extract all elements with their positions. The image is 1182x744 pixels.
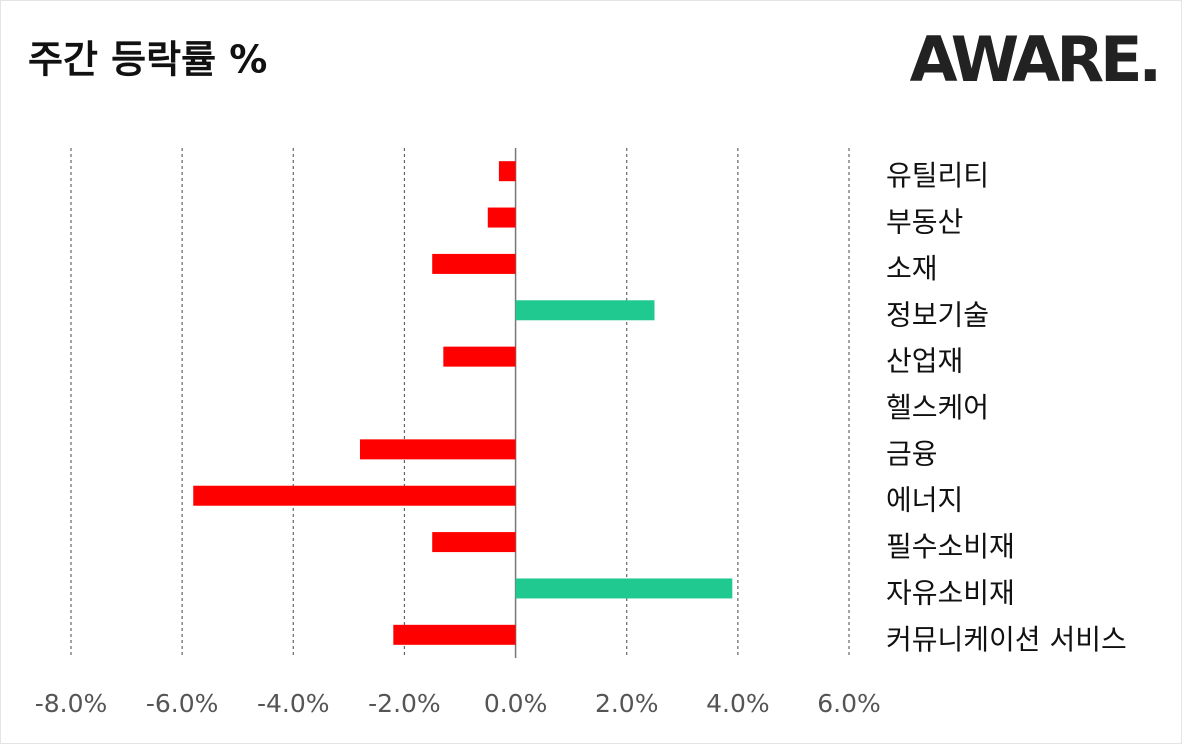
x-tick-label: -8.0%	[35, 689, 108, 718]
category-label: 필수소비재	[886, 530, 1015, 563]
x-tick-label: -6.0%	[146, 689, 219, 718]
x-tick-label: 4.0%	[706, 689, 770, 718]
bar	[193, 485, 516, 506]
bar	[487, 207, 516, 228]
category-label: 커뮤니케이션 서비스	[886, 623, 1127, 656]
bar	[515, 578, 733, 599]
category-label: 금융	[886, 437, 938, 470]
bar	[498, 161, 516, 182]
x-tick-label: -2.0%	[368, 689, 441, 718]
bar	[432, 253, 516, 274]
category-label: 부동산	[886, 206, 963, 239]
category-label: 유틸리티	[886, 159, 989, 192]
category-label: 정보기술	[886, 298, 989, 331]
logo: AWARE.	[910, 23, 1158, 96]
x-tick-label: 2.0%	[595, 689, 659, 718]
category-label: 에너지	[886, 484, 963, 517]
chart-title: 주간 등락률 %	[28, 38, 267, 82]
x-tick-label: 0.0%	[484, 689, 548, 718]
bar	[443, 346, 516, 367]
category-label: 산업재	[886, 345, 963, 378]
x-tick-label: -4.0%	[257, 689, 330, 718]
category-label: 자유소비재	[886, 576, 1015, 609]
bar	[359, 439, 516, 460]
category-label: 소재	[886, 252, 938, 285]
x-tick-label: 6.0%	[817, 689, 881, 718]
bar	[515, 300, 655, 321]
bar	[393, 624, 516, 645]
category-label: 헬스케어	[886, 391, 989, 424]
bar	[432, 532, 516, 553]
